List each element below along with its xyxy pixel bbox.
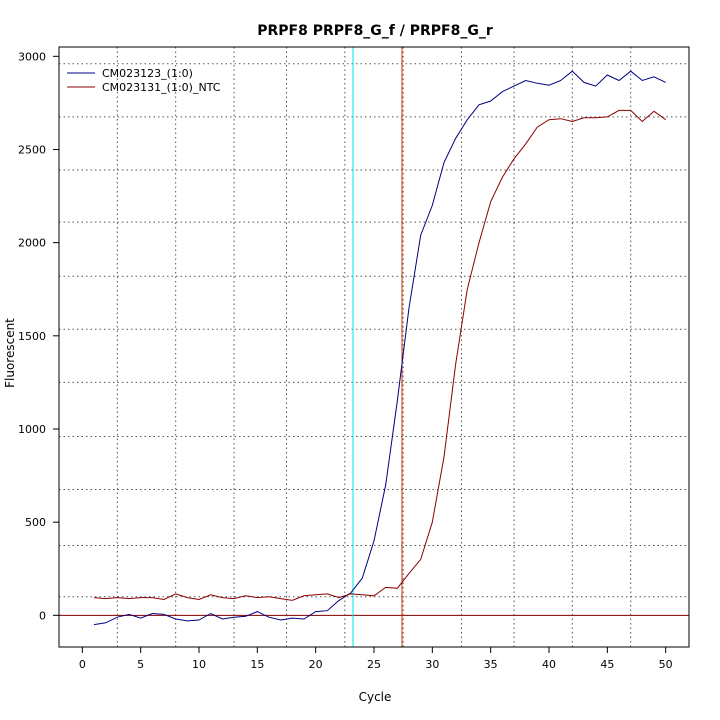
x-tick-label: 0 — [79, 658, 86, 671]
x-tick-label: 50 — [659, 658, 673, 671]
cycle-marker-lines — [59, 47, 689, 647]
x-tick-label: 45 — [600, 658, 614, 671]
series-lines — [93, 70, 666, 626]
y-tick-label: 3000 — [18, 50, 46, 63]
y-tick-label: 1000 — [18, 423, 46, 436]
y-tick-label: 500 — [25, 516, 46, 529]
grid-lines — [59, 47, 689, 647]
x-axis-label: Cycle — [359, 690, 392, 704]
y-axis-label: Fluorescent — [3, 318, 17, 388]
y-tick-label: 1500 — [18, 330, 46, 343]
y-tick-label: 2000 — [18, 237, 46, 250]
series-line-2 — [93, 109, 666, 601]
x-tick-label: 40 — [542, 658, 556, 671]
x-tick-label: 10 — [192, 658, 206, 671]
x-tick-label: 35 — [484, 658, 498, 671]
legend-label-2: CM023131_(1:0)_NTC — [102, 81, 221, 94]
legend: CM023123_(1:0)CM023131_(1:0)_NTC — [67, 67, 221, 94]
y-tick-label: 0 — [39, 609, 46, 622]
x-tick-label: 5 — [137, 658, 144, 671]
x-tick-label: 30 — [425, 658, 439, 671]
chart-title: PRPF8 PRPF8_G_f / PRPF8_G_r — [257, 23, 493, 39]
y-tick-label: 2500 — [18, 143, 46, 156]
series-line-1 — [93, 70, 666, 626]
axes: 0 5 10 15 20 25 30 35 40 45 5005001000150020002500… — [18, 50, 673, 671]
legend-label-1: CM023123_(1:0) — [102, 67, 193, 80]
x-tick-label: 15 — [250, 658, 264, 671]
x-tick-label: 20 — [309, 658, 323, 671]
x-tick-label: 25 — [367, 658, 381, 671]
